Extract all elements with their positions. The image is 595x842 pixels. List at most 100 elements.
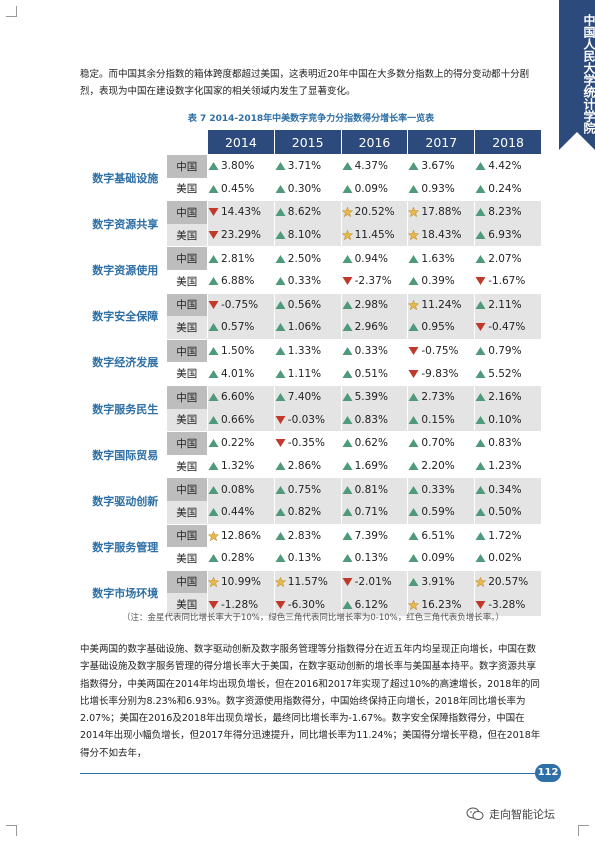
star-icon (475, 576, 487, 587)
triangle-up-icon (208, 161, 219, 171)
growth-cell: 0.10% (474, 408, 542, 432)
growth-cell: 0.13% (274, 547, 342, 571)
growth-value: 8.62% (287, 206, 322, 219)
growth-value: 8.10% (287, 229, 322, 242)
growth-value: 2.07% (488, 252, 522, 265)
triangle-up-icon (275, 207, 286, 217)
growth-value: 16.23% (421, 598, 462, 611)
growth-value: 1.32% (221, 460, 255, 473)
country-label: 中国 (166, 384, 208, 409)
triangle-up-icon (475, 207, 486, 217)
growth-cell: 0.44% (207, 500, 275, 524)
triangle-up-icon (342, 485, 353, 495)
growth-cell: 0.15% (407, 408, 476, 432)
country-label: 美国 (166, 362, 208, 386)
triangle-up-icon (408, 392, 419, 402)
growth-value: -0.03% (287, 413, 325, 426)
growth-value: 3.80% (221, 160, 255, 173)
category-label: 数字市场环境 (84, 570, 167, 616)
growth-cell: 0.30% (274, 177, 342, 201)
growth-value: 0.39% (421, 275, 455, 288)
growth-value: 6.60% (221, 391, 255, 404)
year-header: 2018 (474, 130, 542, 155)
triangle-up-icon (208, 438, 219, 448)
triangle-up-icon (342, 300, 353, 310)
table-row: 美国 0.57% 1.06% 2.96% 0.95% -0.47% (84, 316, 542, 340)
growth-cell: 2.50% (274, 246, 342, 270)
triangle-up-icon (208, 276, 219, 286)
country-label: 中国 (166, 477, 208, 501)
growth-cell: 0.83% (474, 431, 542, 455)
star-icon (274, 576, 286, 587)
growth-cell: 2.98% (341, 292, 409, 317)
growth-cell: 2.96% (341, 316, 409, 340)
triangle-up-icon (408, 577, 419, 587)
triangle-up-icon (475, 392, 486, 402)
triangle-up-icon (475, 507, 486, 517)
growth-value: 11.57% (287, 575, 328, 588)
growth-cell: 6.51% (407, 523, 476, 548)
body-paragraph: 中美两国的数字基础设施、数字驱动创新及数字服务管理等分指数得分在近五年内均呈现正… (80, 644, 541, 759)
growth-value: 4.37% (354, 160, 388, 173)
triangle-up-icon (475, 531, 486, 541)
growth-cell: 17.88% (407, 200, 476, 224)
growth-cell: 16.23% (407, 593, 476, 616)
table-row: 美国 0.45% 0.30% 0.09% 0.93% 0.24% (84, 177, 542, 201)
category-label: 数字驱动创新 (84, 477, 167, 524)
growth-cell: 0.93% (407, 177, 476, 201)
star-icon (208, 530, 219, 541)
triangle-up-icon (408, 161, 419, 171)
table-row: 数字驱动创新 中国 0.08% 0.75% 0.81% 0.33% 0.34% (84, 477, 542, 524)
growth-value: 0.83% (488, 437, 522, 450)
country-label: 美国 (166, 547, 208, 571)
growth-value: 5.52% (488, 367, 522, 380)
growth-cell: -1.67% (474, 269, 542, 294)
growth-cell: 0.82% (274, 500, 342, 524)
triangle-down-icon (342, 577, 353, 587)
triangle-up-icon (475, 184, 486, 194)
triangle-up-icon (342, 438, 353, 448)
growth-cell: 2.83% (274, 523, 342, 548)
table-row: 美国 4.01% 1.11% 0.51% -9.83% 5.52% (84, 362, 542, 386)
triangle-up-icon (208, 415, 219, 425)
growth-value: -0.75% (421, 345, 459, 358)
watermark: 走向智能论坛 (466, 806, 555, 822)
growth-value: 0.50% (488, 506, 522, 519)
country-label: 中国 (166, 246, 208, 270)
table-note: （注：金星代表同比增长率大于10%，绿色三角代表同比增长率为0-10%，红色三角… (121, 613, 504, 623)
star-icon (341, 230, 353, 241)
growth-cell: 0.13% (341, 547, 409, 571)
growth-cell: 0.09% (341, 177, 409, 201)
growth-value: 0.08% (221, 483, 255, 496)
growth-value: 20.57% (488, 575, 529, 588)
triangle-up-icon (408, 531, 419, 541)
growth-cell: 23.29% (207, 223, 275, 247)
triangle-down-icon (408, 369, 419, 379)
triangle-down-icon (275, 600, 286, 610)
triangle-up-icon (408, 322, 419, 332)
growth-value: 2.16% (488, 391, 522, 404)
growth-value: 0.56% (287, 298, 322, 311)
growth-cell: 1.72% (474, 523, 542, 548)
growth-cell: 2.81% (207, 246, 275, 270)
table-row: 美国 6.88% 0.33% -2.37% 0.39% -1.67% (84, 269, 542, 294)
category-label: 数字经济发展 (84, 339, 167, 386)
growth-cell: 2.86% (274, 454, 342, 478)
growth-cell: 3.71% (274, 153, 342, 178)
triangle-up-icon (208, 254, 219, 264)
growth-value: 0.59% (421, 506, 455, 519)
growth-cell: 0.39% (407, 269, 476, 294)
growth-value: 3.91% (421, 575, 455, 588)
growth-cell: 20.52% (341, 200, 409, 224)
crop-mark (6, 825, 17, 836)
triangle-up-icon (475, 230, 486, 240)
growth-value: 2.50% (287, 252, 322, 265)
triangle-up-icon (408, 184, 419, 194)
growth-cell: 0.28% (207, 547, 275, 571)
growth-cell: 11.45% (341, 223, 409, 247)
table-row: 数字资源共享 中国 14.43% 8.62% 20.52% 17.88% 8.23% (84, 200, 542, 247)
country-label: 中国 (166, 153, 208, 178)
growth-cell: 0.95% (407, 316, 476, 340)
triangle-down-icon (342, 276, 353, 286)
growth-value: 6.12% (354, 598, 388, 611)
